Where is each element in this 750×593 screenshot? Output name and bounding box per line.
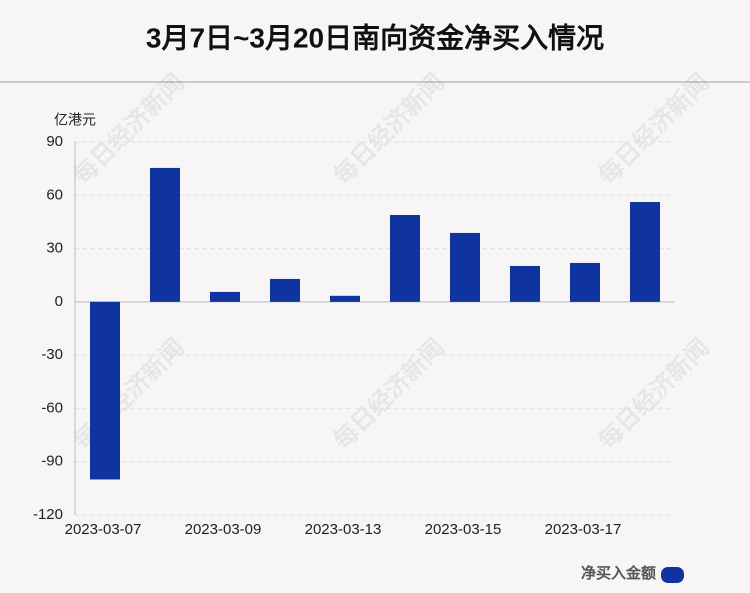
y-tick-label: -120 xyxy=(33,506,63,523)
chart-title: 3月7日~3月20日南向资金净买入情况 xyxy=(146,21,604,53)
bar xyxy=(210,291,240,302)
legend-label: 净买入金额 xyxy=(581,564,656,582)
bar xyxy=(450,232,480,302)
bar xyxy=(570,262,600,302)
legend-swatch xyxy=(661,567,684,583)
x-tick-label: 2023-03-07 xyxy=(65,521,142,538)
bar xyxy=(270,278,300,302)
bar xyxy=(630,202,660,302)
bar xyxy=(390,215,420,302)
y-tick-label: 60 xyxy=(46,186,63,203)
bar xyxy=(150,167,180,302)
bar xyxy=(90,301,120,480)
y-tick-label: 0 xyxy=(55,293,63,310)
x-tick-label: 2023-03-13 xyxy=(305,521,382,538)
y-tick-label: 30 xyxy=(46,240,63,257)
bar xyxy=(510,265,540,302)
x-tick-label: 2023-03-17 xyxy=(545,521,622,538)
x-tick-label: 2023-03-09 xyxy=(185,521,262,538)
bar xyxy=(330,295,360,302)
y-tick-label: 90 xyxy=(46,133,63,150)
y-tick-label: -60 xyxy=(41,399,63,416)
y-axis-label: 亿港元 xyxy=(54,112,96,128)
y-tick-label: -30 xyxy=(41,346,63,363)
x-tick-label: 2023-03-15 xyxy=(425,521,502,538)
y-tick-label: -90 xyxy=(41,453,63,470)
